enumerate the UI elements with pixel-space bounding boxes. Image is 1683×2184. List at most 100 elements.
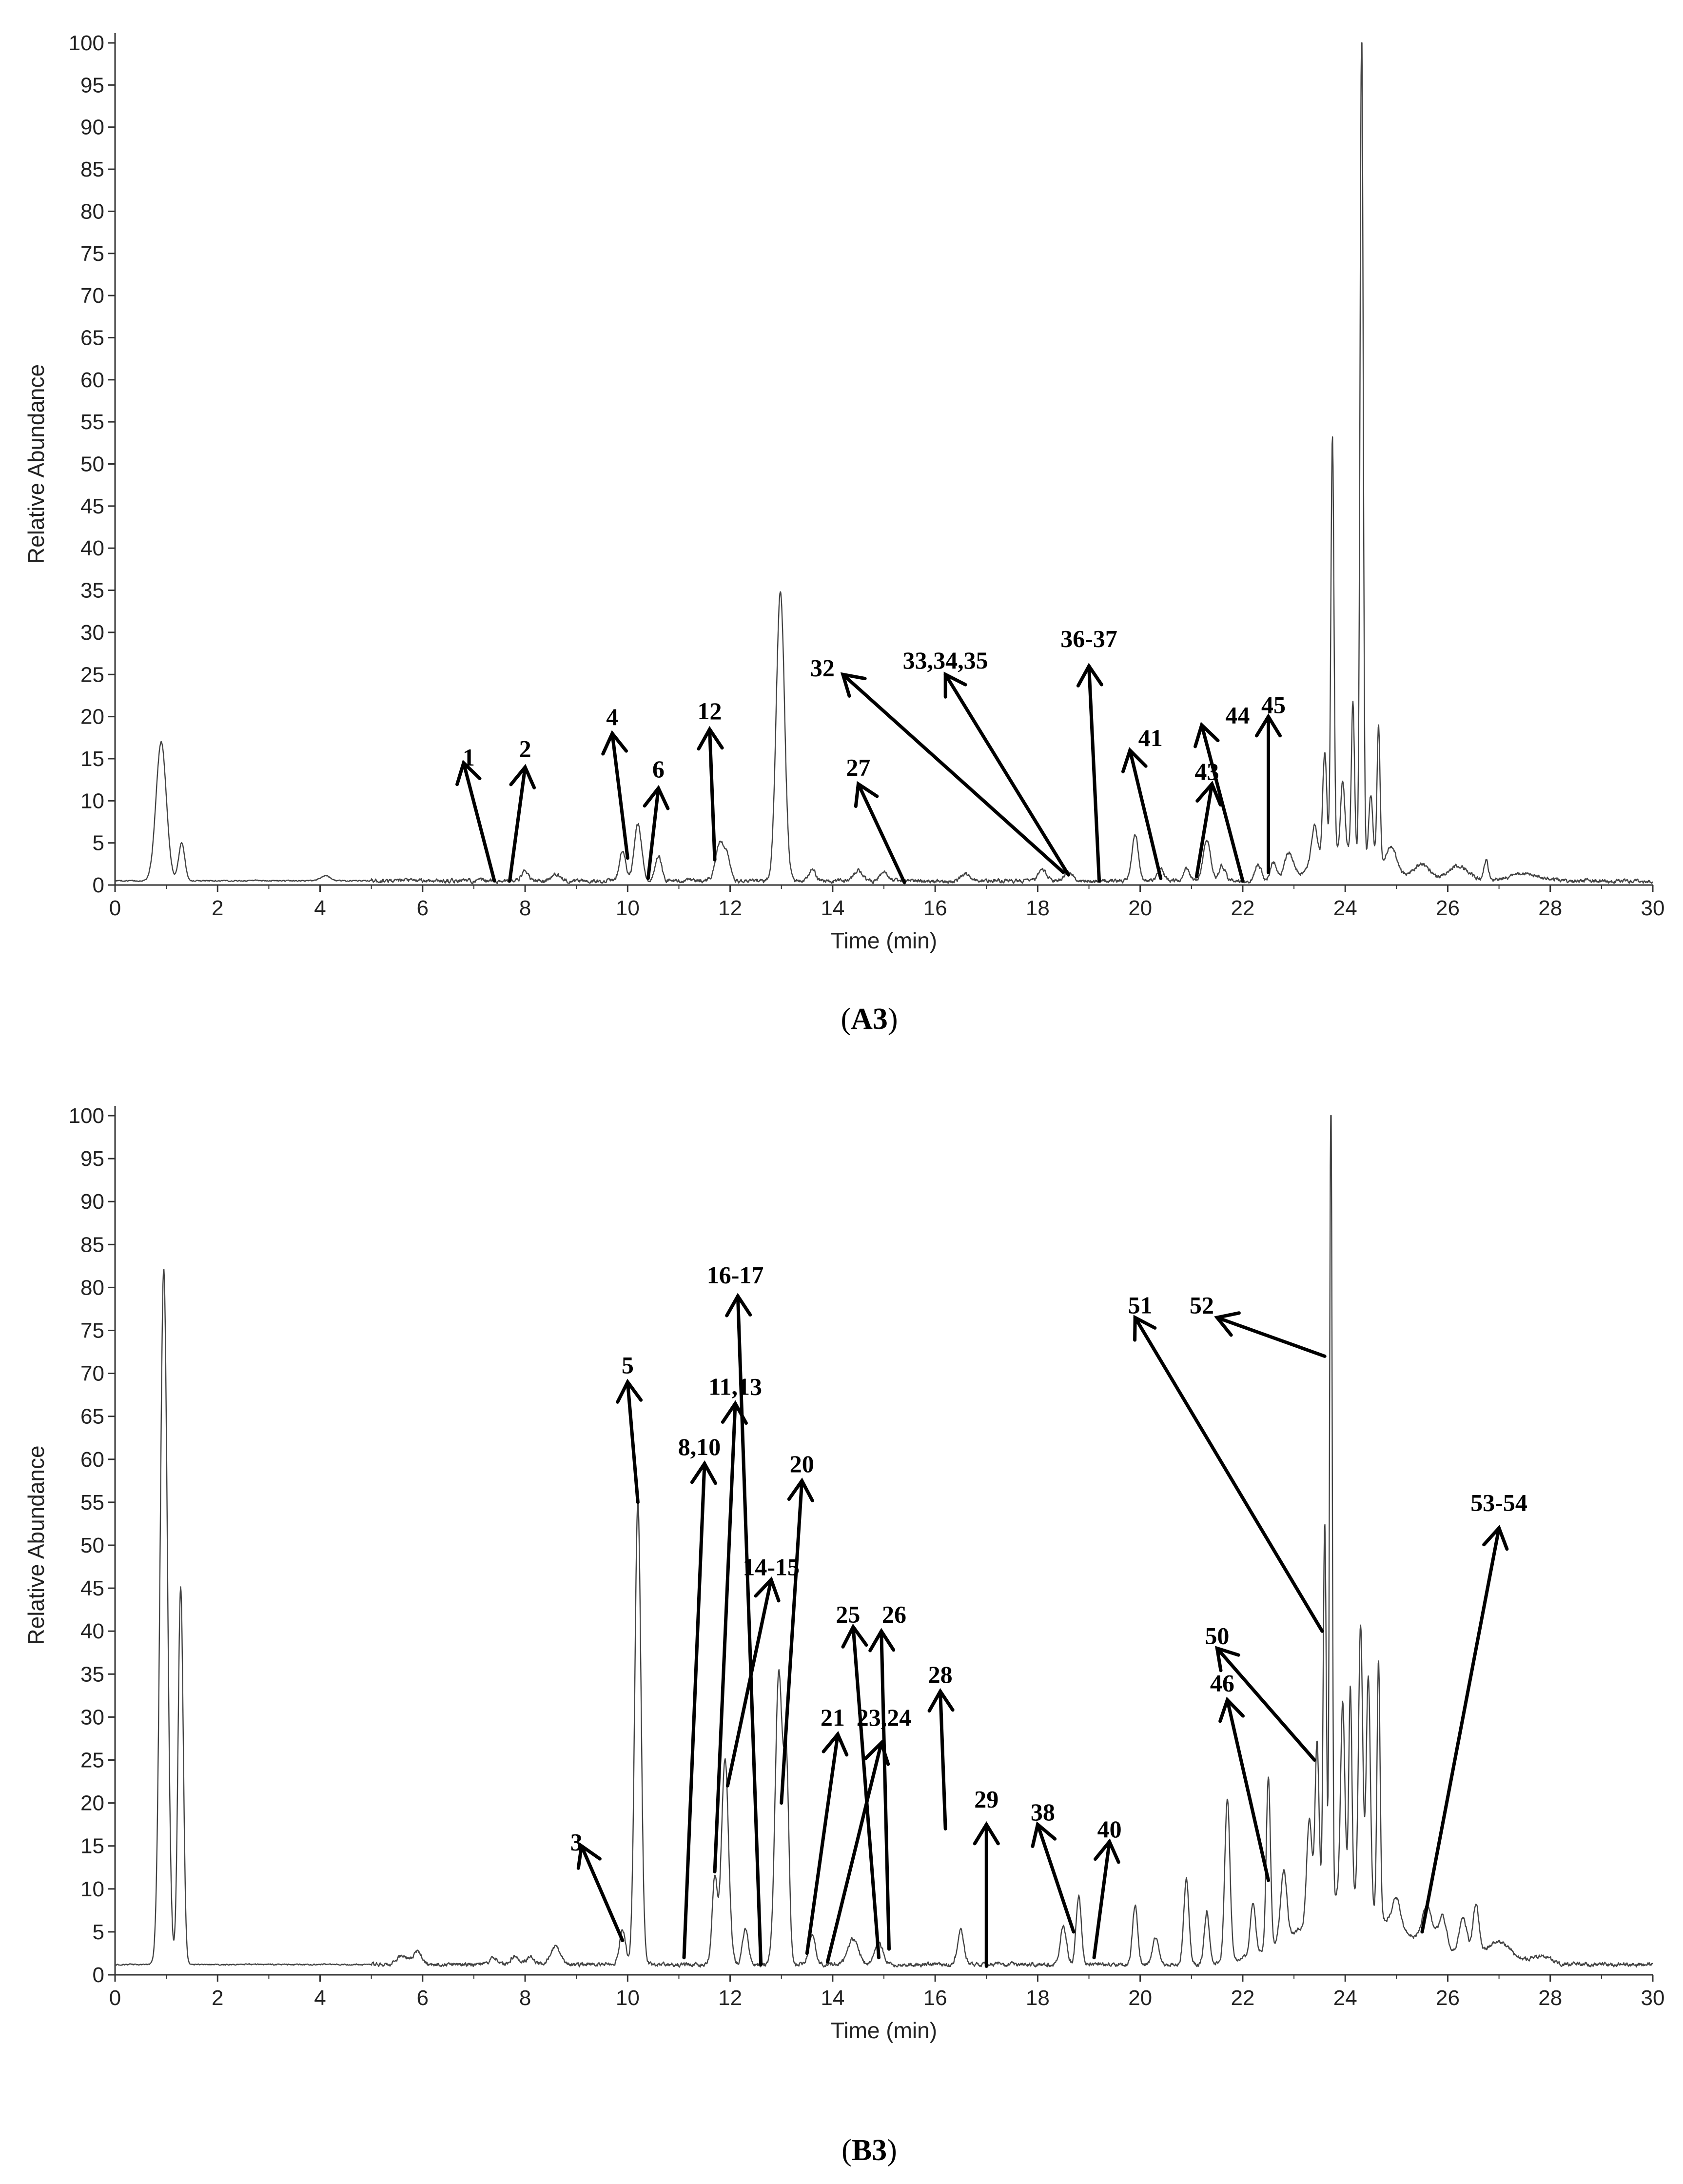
x-tick-label: 0 bbox=[109, 1986, 121, 2010]
y-tick-label: 85 bbox=[80, 157, 104, 181]
peak-label: 40 bbox=[1097, 1815, 1122, 1843]
y-tick-label: 0 bbox=[93, 873, 104, 897]
peak-arrow-32 bbox=[840, 672, 1065, 874]
peak-label: 29 bbox=[974, 1785, 998, 1812]
x-tick-label: 8 bbox=[519, 896, 531, 920]
y-tick-label: 40 bbox=[80, 1619, 104, 1643]
chromatogram-panel-b3: 0510152025303540455055606570758085909510… bbox=[23, 1104, 1664, 2167]
y-tick-label: 20 bbox=[80, 1791, 104, 1815]
peak-arrow-21 bbox=[805, 1731, 849, 1955]
x-tick-label: 4 bbox=[314, 896, 326, 920]
y-tick-label: 15 bbox=[80, 747, 104, 771]
peak-label: 2 bbox=[519, 735, 531, 762]
y-tick-label: 65 bbox=[80, 1405, 104, 1429]
y-tick-label: 95 bbox=[80, 1147, 104, 1171]
x-tick-label: 12 bbox=[718, 896, 742, 920]
chromatogram-panel-a3: 0510152025303540455055606570758085909510… bbox=[23, 31, 1664, 1036]
y-tick-label: 70 bbox=[80, 284, 104, 308]
peak-arrow-44 bbox=[1194, 722, 1245, 883]
peak-arrow-5 bbox=[616, 1378, 643, 1504]
peak-arrow-50 bbox=[1214, 1646, 1316, 1762]
peak-arrow-36-37 bbox=[1076, 663, 1103, 883]
y-tick-label: 80 bbox=[80, 1276, 104, 1299]
peak-label: 5 bbox=[622, 1352, 634, 1379]
y-tick-label: 55 bbox=[80, 410, 104, 434]
chromatogram-trace bbox=[115, 1115, 1653, 1968]
x-tick-label: 16 bbox=[923, 896, 947, 920]
peak-arrow-3 bbox=[576, 1843, 625, 1943]
peak-label: 52 bbox=[1190, 1291, 1214, 1318]
x-tick-label: 12 bbox=[718, 1986, 742, 2010]
x-tick-label: 26 bbox=[1436, 1986, 1460, 2010]
y-tick-label: 25 bbox=[80, 663, 104, 687]
peak-arrow-1 bbox=[455, 760, 496, 883]
x-tick-label: 20 bbox=[1128, 1986, 1152, 2010]
peak-label: 28 bbox=[928, 1661, 953, 1688]
y-tick-label: 60 bbox=[80, 1448, 104, 1472]
y-tick-label: 90 bbox=[80, 1190, 104, 1214]
y-tick-label: 10 bbox=[80, 789, 104, 813]
chromatogram-trace bbox=[115, 42, 1653, 885]
y-tick-label: 25 bbox=[80, 1749, 104, 1772]
peak-label: 46 bbox=[1210, 1670, 1234, 1697]
peak-label: 27 bbox=[846, 753, 870, 781]
peak-label: 26 bbox=[882, 1601, 906, 1628]
peak-arrow-51 bbox=[1133, 1315, 1324, 1633]
peak-label: 36-37 bbox=[1060, 625, 1117, 652]
peak-label: 53-54 bbox=[1470, 1489, 1527, 1516]
x-tick-label: 18 bbox=[1026, 896, 1050, 920]
peak-label: 38 bbox=[1031, 1798, 1055, 1826]
y-tick-label: 30 bbox=[80, 1705, 104, 1729]
y-tick-label: 45 bbox=[80, 1576, 104, 1600]
y-tick-label: 0 bbox=[93, 1963, 104, 1987]
peak-label: 20 bbox=[790, 1450, 814, 1477]
x-tick-label: 30 bbox=[1641, 1986, 1665, 2010]
y-tick-label: 15 bbox=[80, 1834, 104, 1858]
peak-label: 41 bbox=[1138, 724, 1163, 751]
peak-arrow-43 bbox=[1194, 781, 1222, 879]
peak-label: 16-17 bbox=[707, 1261, 764, 1289]
peak-label: 4 bbox=[606, 703, 618, 730]
x-tick-label: 14 bbox=[821, 1986, 844, 2010]
peak-arrow-6 bbox=[643, 785, 670, 880]
peak-arrow-41 bbox=[1121, 747, 1163, 880]
x-tick-label: 22 bbox=[1231, 1986, 1254, 2010]
x-tick-label: 28 bbox=[1538, 896, 1562, 920]
y-tick-label: 45 bbox=[80, 494, 104, 518]
x-tick-label: 24 bbox=[1333, 1986, 1357, 2010]
x-tick-label: 14 bbox=[821, 896, 844, 920]
peak-arrow-38 bbox=[1031, 1821, 1076, 1934]
y-tick-label: 75 bbox=[80, 242, 104, 266]
y-tick-label: 100 bbox=[69, 31, 104, 55]
peak-arrow-27 bbox=[854, 781, 906, 885]
x-tick-label: 6 bbox=[417, 1986, 429, 2010]
y-tick-label: 100 bbox=[69, 1104, 104, 1128]
y-tick-label: 20 bbox=[80, 705, 104, 729]
x-tick-label: 28 bbox=[1538, 1986, 1562, 2010]
peak-arrow-28 bbox=[927, 1688, 955, 1830]
y-tick-label: 55 bbox=[80, 1491, 104, 1515]
y-tick-label: 60 bbox=[80, 368, 104, 392]
peak-arrow-23,24 bbox=[825, 1739, 890, 1964]
y-tick-label: 35 bbox=[80, 1662, 104, 1686]
peak-arrow-53-54 bbox=[1420, 1525, 1509, 1934]
y-tick-label: 40 bbox=[80, 536, 104, 560]
x-tick-label: 24 bbox=[1333, 896, 1357, 920]
x-tick-label: 2 bbox=[212, 1986, 223, 2010]
peak-label: 51 bbox=[1128, 1291, 1153, 1318]
peak-arrow-33,34,35 bbox=[943, 671, 1070, 877]
x-tick-label: 4 bbox=[314, 1986, 326, 2010]
y-tick-label: 5 bbox=[93, 831, 104, 855]
peak-label: 32 bbox=[810, 654, 835, 682]
peak-label: 44 bbox=[1225, 701, 1250, 728]
peak-label: 11,13 bbox=[708, 1373, 762, 1400]
peak-label: 6 bbox=[652, 755, 665, 783]
y-axis-label: Relative Abundance bbox=[23, 364, 49, 564]
peak-label: 33,34,35 bbox=[903, 647, 988, 674]
peak-arrow-12 bbox=[697, 726, 724, 862]
x-tick-label: 30 bbox=[1641, 896, 1665, 920]
y-axis-label: Relative Abundance bbox=[23, 1445, 49, 1645]
y-tick-label: 75 bbox=[80, 1319, 104, 1343]
x-tick-label: 18 bbox=[1026, 1986, 1050, 2010]
peak-arrow-14-15 bbox=[725, 1576, 781, 1788]
